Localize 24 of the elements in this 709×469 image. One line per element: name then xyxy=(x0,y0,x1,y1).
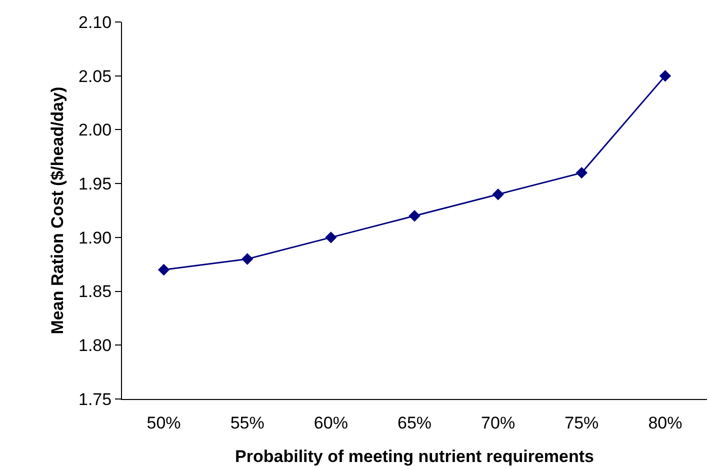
point xyxy=(576,166,588,179)
point xyxy=(492,188,504,200)
point xyxy=(242,253,254,265)
y-tick-label: 2.00 xyxy=(78,120,112,140)
y-tick-label: 1.95 xyxy=(78,174,112,194)
y-tick-label: 1.85 xyxy=(78,282,112,302)
point xyxy=(158,264,170,276)
y-tick-label: 1.80 xyxy=(78,336,112,356)
x-tick-label: 70% xyxy=(481,413,516,432)
y-tick-label: 2.10 xyxy=(78,12,112,32)
point xyxy=(659,70,672,82)
x-tick-label: 65% xyxy=(397,413,432,432)
x-tick-label: 60% xyxy=(314,413,348,432)
point xyxy=(408,210,420,222)
y-axis-title: Mean Ration Cost ($/head/day) xyxy=(48,86,68,334)
x-axis-title: Probability of meeting nutrient requirements xyxy=(235,446,594,466)
point xyxy=(325,232,337,244)
x-tick-label: 80% xyxy=(648,413,682,432)
y-tick-label: 1.90 xyxy=(78,228,112,248)
y-tick-label: 2.05 xyxy=(78,66,112,86)
x-tick-label: 55% xyxy=(230,413,264,432)
x-tick-label: 50% xyxy=(146,413,181,432)
x-tick-label: 75% xyxy=(564,413,599,432)
y-tick-label: 1.75 xyxy=(78,390,112,409)
